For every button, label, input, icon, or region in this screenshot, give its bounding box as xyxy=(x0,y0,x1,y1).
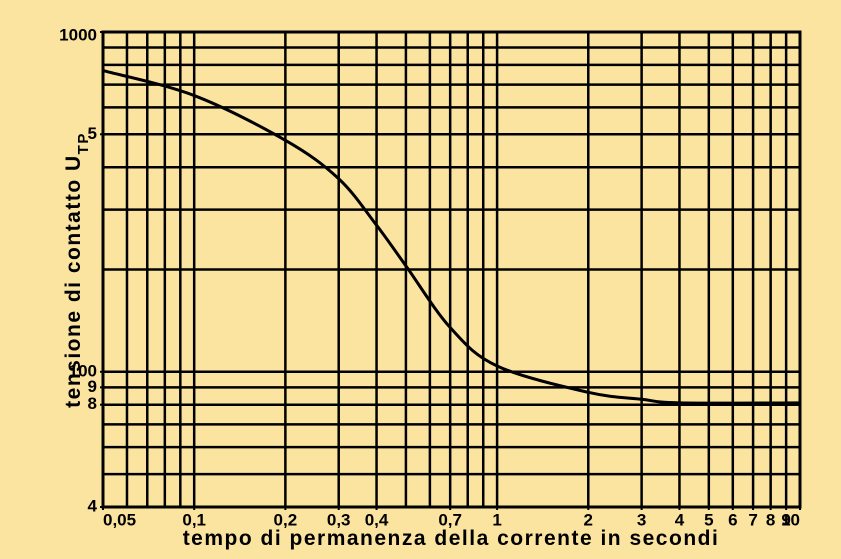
x-tick-label: 0,1 xyxy=(182,510,206,529)
x-tick-label: 0,3 xyxy=(327,510,351,529)
y-tick-label: 1000 xyxy=(59,25,97,44)
x-tick-label: 1 xyxy=(492,510,501,529)
x-tick-label: 3 xyxy=(637,510,646,529)
y-axis-title-main: tensione di contatto U xyxy=(62,154,85,408)
x-tick-label: 0,7 xyxy=(438,510,462,529)
x-tick-label: 6 xyxy=(728,510,737,529)
y-axis-title: tensione di contatto UTP xyxy=(62,132,92,408)
y-tick-label: 4 xyxy=(88,496,98,515)
x-tick-label: 2 xyxy=(584,510,593,529)
y-tick-label: 5 xyxy=(88,124,97,143)
y-axis-title-sub: TP xyxy=(75,132,92,154)
x-tick-label: 5 xyxy=(704,510,713,529)
curve xyxy=(102,69,801,405)
x-tick-label: 4 xyxy=(675,510,685,529)
y-tick-label: 9 xyxy=(88,377,97,396)
x-tick-label: 0,4 xyxy=(365,510,389,529)
x-tick-label: 10 xyxy=(781,510,800,529)
x-tick-label: 8 xyxy=(766,510,775,529)
y-tick-label: 8 xyxy=(88,394,97,413)
y-tick-label: 100 xyxy=(69,361,97,380)
x-tick-label: 0,2 xyxy=(274,510,298,529)
x-axis-title: tempo di permanenza della corrente in se… xyxy=(183,527,720,550)
x-tick-label: 7 xyxy=(748,510,757,529)
x-tick-label: 0,05 xyxy=(103,510,136,529)
x-tick-label: 9 xyxy=(781,510,790,529)
plot-frame xyxy=(101,30,802,509)
